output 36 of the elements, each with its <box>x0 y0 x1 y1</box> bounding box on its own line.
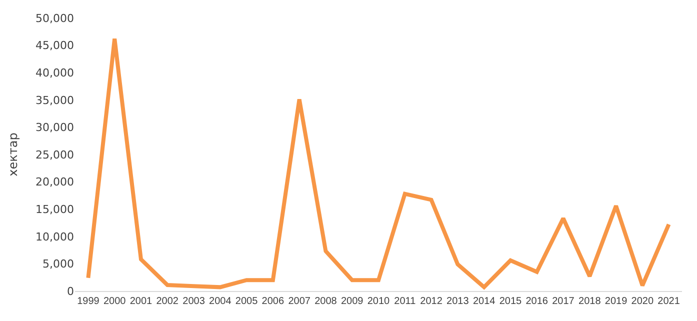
x-tick-label: 2007 <box>288 296 311 307</box>
line-series <box>86 36 671 290</box>
y-tick-label: 15,000 <box>36 202 74 216</box>
x-tick-label: 2011 <box>394 296 416 307</box>
x-tick-label: 2015 <box>499 296 522 307</box>
x-tick-label: 2012 <box>420 296 443 307</box>
y-tick-label: 20,000 <box>36 176 74 189</box>
x-tick-label: 2019 <box>604 296 628 307</box>
x-tick-label: 1999 <box>77 296 100 307</box>
y-tick-label: 50,000 <box>36 12 74 25</box>
y-tick-label: 5,000 <box>42 258 74 271</box>
x-tick-label: 2002 <box>156 296 179 307</box>
x-tick-label: 2021 <box>658 296 680 307</box>
y-tick-label: 35,000 <box>36 94 74 107</box>
x-tick-label: 2001 <box>130 296 153 307</box>
y-tick-label: 0 <box>67 284 74 298</box>
x-tick-label: 2005 <box>235 296 258 307</box>
y-axis-title: хектар <box>6 132 20 176</box>
y-tick-label: 45,000 <box>36 39 74 52</box>
y-tick-label: 25,000 <box>36 148 74 162</box>
y-tick-label: 10,000 <box>36 230 74 244</box>
x-tick-label: 2016 <box>526 296 548 307</box>
x-tick-label: 2000 <box>103 296 126 307</box>
x-tick-label: 2003 <box>182 296 206 307</box>
y-tick-label: 40,000 <box>36 66 74 80</box>
x-tick-label: 2008 <box>314 296 338 307</box>
x-tick-label: 2018 <box>578 296 602 307</box>
x-tick-label: 2006 <box>262 296 284 307</box>
x-tick-label: 2004 <box>209 296 232 307</box>
x-tick-label: 2017 <box>552 296 575 307</box>
x-tick-label: 2020 <box>631 296 654 307</box>
x-tick-label: 2009 <box>340 296 364 307</box>
y-tick-label: 30,000 <box>36 121 74 134</box>
x-tick-label: 2013 <box>446 296 470 307</box>
x-tick-label: 2010 <box>367 296 390 307</box>
x-tick-label: 2014 <box>472 296 496 307</box>
